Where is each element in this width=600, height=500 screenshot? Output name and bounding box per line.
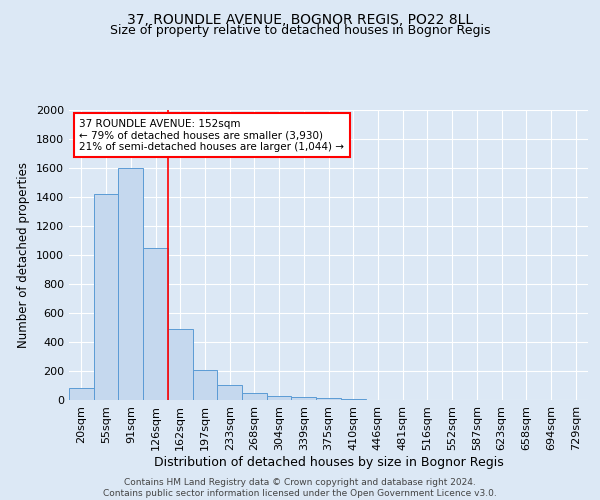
Bar — [69, 388, 94, 400]
Text: 37, ROUNDLE AVENUE, BOGNOR REGIS, PO22 8LL: 37, ROUNDLE AVENUE, BOGNOR REGIS, PO22 8… — [127, 12, 473, 26]
Bar — [94, 194, 118, 400]
Text: Size of property relative to detached houses in Bognor Regis: Size of property relative to detached ho… — [110, 24, 490, 37]
X-axis label: Distribution of detached houses by size in Bognor Regis: Distribution of detached houses by size … — [154, 456, 503, 468]
Bar — [168, 329, 193, 400]
Bar — [193, 370, 217, 400]
Bar — [316, 398, 341, 400]
Bar — [118, 168, 143, 400]
Bar — [242, 393, 267, 400]
Bar — [217, 385, 242, 400]
Text: 37 ROUNDLE AVENUE: 152sqm
← 79% of detached houses are smaller (3,930)
21% of se: 37 ROUNDLE AVENUE: 152sqm ← 79% of detac… — [79, 118, 344, 152]
Text: Contains HM Land Registry data © Crown copyright and database right 2024.
Contai: Contains HM Land Registry data © Crown c… — [103, 478, 497, 498]
Bar — [267, 396, 292, 400]
Y-axis label: Number of detached properties: Number of detached properties — [17, 162, 31, 348]
Bar — [292, 398, 316, 400]
Bar — [143, 248, 168, 400]
Bar — [341, 398, 365, 400]
